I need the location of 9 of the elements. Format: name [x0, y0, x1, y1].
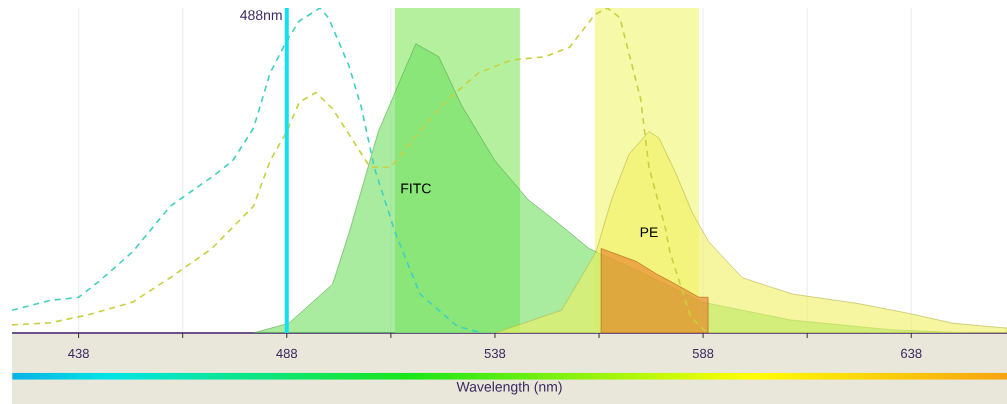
x-tick-label: 438: [68, 348, 89, 359]
x-tick-label: 638: [901, 348, 922, 359]
x-axis-title: Wavelength (nm): [456, 381, 562, 395]
x-tick-label: 488: [276, 348, 298, 359]
series-label: PE: [640, 227, 658, 238]
series-label: FITC: [401, 183, 431, 194]
x-tick-label: 538: [484, 348, 506, 359]
ref-line-label: 488nm: [240, 10, 282, 21]
x-tick-label: 588: [692, 348, 714, 359]
